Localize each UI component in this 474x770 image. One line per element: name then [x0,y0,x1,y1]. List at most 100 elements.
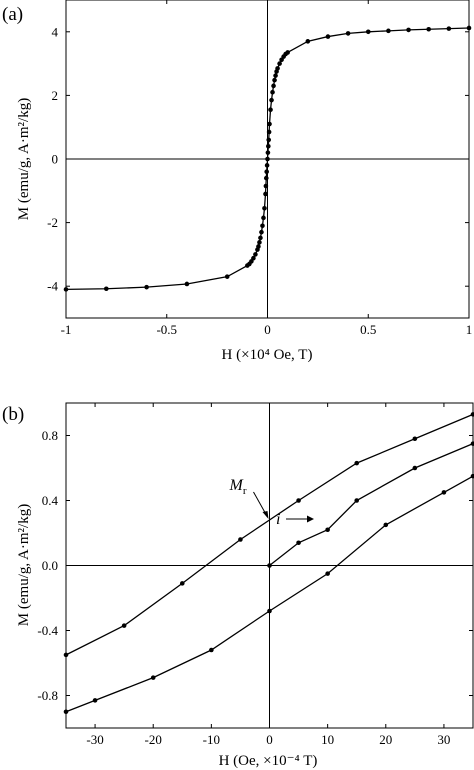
data-point [209,647,214,653]
series-b [63,412,474,715]
series-line [269,443,474,567]
data-point [267,121,272,127]
y-tick-label: -0.4 [37,623,58,638]
panel-label-a: (a) [2,4,23,25]
data-point [426,26,432,32]
data-point [325,34,331,39]
annotations-b: Mr i [229,477,315,528]
x-tick-label: -10 [203,732,220,747]
y-tick-label: 0.8 [42,428,58,443]
data-point [325,527,330,533]
data-point [121,623,127,628]
data-point [275,66,280,71]
data-point [296,540,301,546]
data-point [296,498,301,503]
data-point [272,77,277,83]
data-point [470,412,474,417]
data-point [258,235,263,241]
panel-a: (a) -1 -0.5 0 0.5 1 -4 -2 0 2 4 H (×10⁴ Oe, T) M … [2,0,472,363]
data-point [354,460,360,466]
annotation-mr-sub: r [243,485,247,497]
data-point [261,215,266,221]
data-point [63,709,69,715]
data-point [262,205,267,211]
x-tick-label: 10 [321,732,334,747]
data-point [256,244,261,249]
data-point [406,27,411,33]
x-axis-label-a: H (×10⁴ Oe, T) [222,347,313,363]
data-point [269,97,274,103]
data-point [266,143,271,149]
data-point [446,26,452,31]
y-axis-label-b: M (emu/g, A·m²/kg) [16,504,32,626]
x-tick-label: 30 [437,732,450,747]
x-tick-label: 0 [264,322,271,337]
data-point [285,50,290,55]
series-line [65,413,474,656]
data-point [470,473,474,479]
data-point [263,175,269,181]
x-tick-label: 20 [379,732,392,747]
data-point [470,441,474,446]
data-point [63,287,69,292]
data-point [238,537,243,542]
data-point [92,698,98,703]
data-point [257,240,262,245]
data-point [251,255,256,261]
data-point [224,274,230,279]
data-point [386,28,391,34]
data-point [273,73,278,78]
data-point [104,286,109,292]
y-tick-label: 0.0 [42,558,58,573]
y-axis-label-a: M (emu/g, A·m²/kg) [16,98,32,220]
y-tick-label: 4 [52,24,59,39]
data-point [325,571,330,576]
x-tick-label: -30 [86,732,103,747]
data-point [383,522,389,528]
data-point [264,163,270,168]
x-axis-label-b: H (Oe, ×10⁻⁴ T) [219,753,318,769]
x-tick-label: -0.5 [156,322,177,337]
panel-label-b: (b) [2,404,24,425]
data-point [266,137,272,143]
data-point [184,281,190,287]
annotation-i-arrowhead [307,515,315,523]
data-point [265,150,271,155]
data-point [263,191,268,197]
annotation-mr-label: Mr [229,477,247,497]
data-point [365,29,371,35]
annotation-i-label: i [276,511,280,528]
data-point [277,61,282,66]
panel-b: (b) -30 -20 -10 0 10 20 30 -0.8 -0.4 0.0 0.4 0.8 Mr… [2,402,474,769]
data-point [345,31,351,36]
x-tick-label: -20 [145,732,162,747]
data-point [412,465,418,471]
data-point [260,223,265,229]
data-point [179,581,185,586]
y-tick-label: 2 [52,88,59,103]
data-point [259,229,264,235]
x-tick-label: 0 [266,732,273,747]
data-point [412,436,418,442]
y-tick-label: 0.4 [42,493,59,508]
data-point [265,156,270,162]
y-tick-label: -2 [47,215,58,230]
ticks-b: -30 -20 -10 0 10 20 30 -0.8 -0.4 0.0 0.4 0.8 [37,403,473,747]
y-tick-label: -0.8 [37,688,58,703]
x-tick-label: -1 [61,322,72,337]
data-point [63,652,69,658]
y-tick-label: 0 [52,152,59,167]
data-point [264,169,269,175]
series-a [63,25,472,292]
data-point [354,498,360,503]
data-point [466,25,472,31]
data-point [267,608,272,614]
y-tick-label: -4 [47,279,58,294]
x-tick-label: 0.5 [360,322,376,337]
data-point [253,252,258,257]
data-point [441,490,447,495]
data-point [268,107,273,113]
data-point [305,39,311,44]
x-tick-label: 1 [466,322,473,337]
